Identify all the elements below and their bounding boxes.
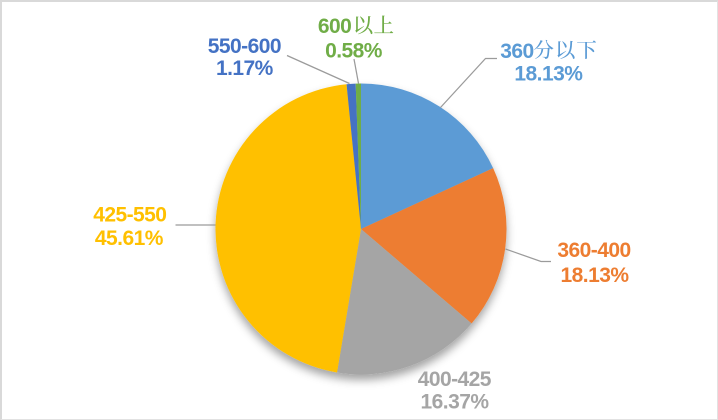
svg-text:45.61%: 45.61%: [95, 227, 164, 250]
svg-text:0.58%: 0.58%: [325, 40, 383, 63]
svg-text:425-550: 425-550: [93, 204, 166, 227]
svg-text:360: 360: [500, 40, 533, 63]
svg-text:18.13%: 18.13%: [561, 264, 630, 287]
svg-text:400-425: 400-425: [418, 368, 492, 391]
svg-text:1.17%: 1.17%: [216, 57, 274, 80]
svg-text:16.37%: 16.37%: [421, 391, 490, 414]
svg-text:600: 600: [318, 15, 351, 38]
svg-text:18.13%: 18.13%: [514, 62, 583, 85]
svg-text:550-600: 550-600: [208, 35, 281, 58]
svg-text:360-400: 360-400: [557, 239, 630, 262]
